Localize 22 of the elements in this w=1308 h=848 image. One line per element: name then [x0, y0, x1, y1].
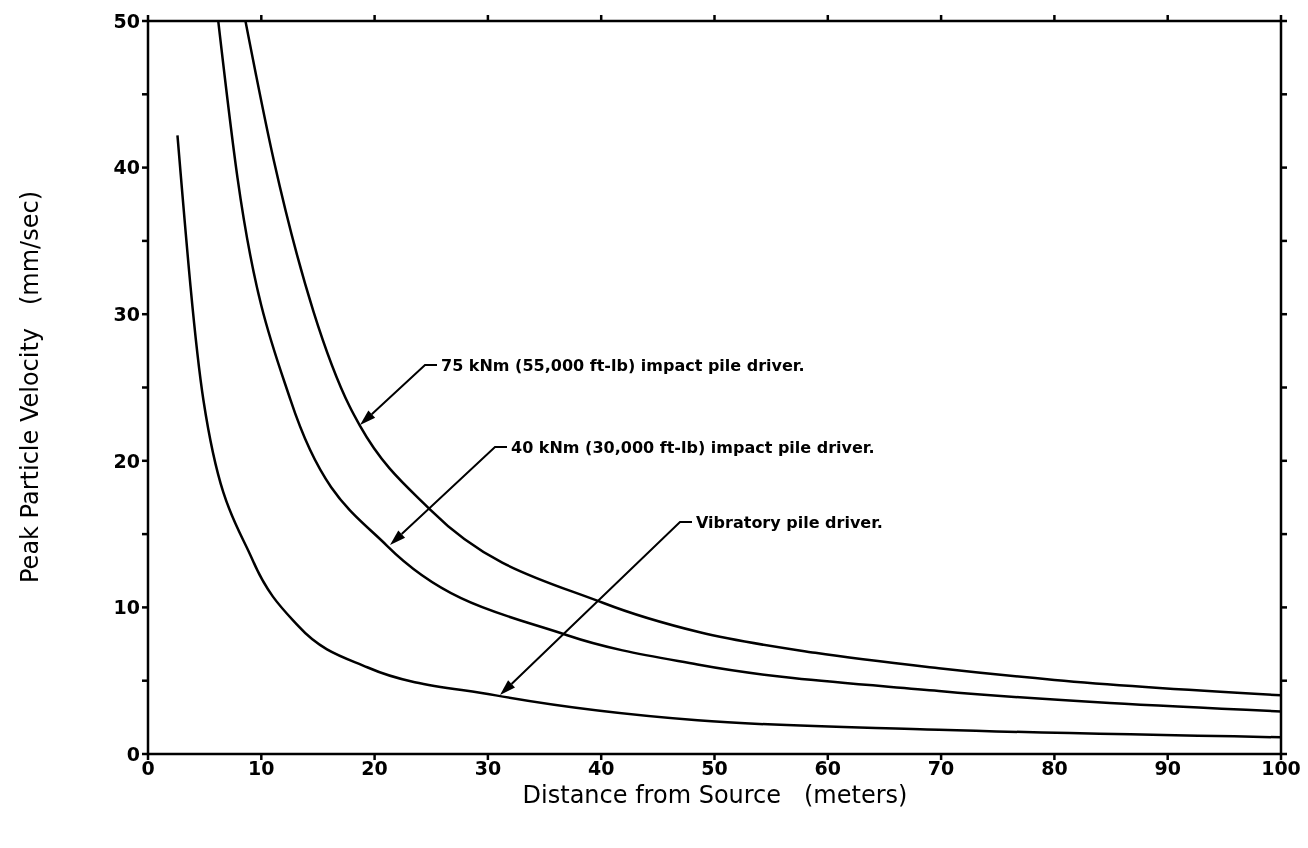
x-tick-label: 0	[141, 757, 155, 780]
x-tick-label: 70	[927, 757, 955, 780]
y-tick-label: 50	[113, 9, 140, 32]
x-tick-label: 100	[1261, 757, 1301, 780]
x-tick-label: 40	[587, 757, 615, 780]
x-tick-label: 10	[248, 757, 275, 780]
y-tick-label: 20	[113, 449, 140, 472]
x-tick-label: 60	[814, 757, 842, 780]
y-axis-title: Peak Particle Velocity (mm/sec)	[16, 191, 44, 583]
x-axis-title: Distance from Source (meters)	[522, 781, 908, 809]
x-tick-label: 90	[1154, 757, 1181, 780]
y-tick-label: 10	[113, 596, 140, 619]
annotation: Vibratory pile driver.	[696, 512, 883, 532]
annotation: 75 kNm (55,000 ft-lb) impact pile driver.	[441, 355, 805, 375]
y-tick-label: 30	[113, 302, 140, 325]
y-tick-label: 0	[126, 742, 140, 765]
y-tick-label: 40	[113, 156, 140, 179]
x-tick-label: 50	[701, 757, 728, 780]
x-tick-label: 30	[474, 757, 502, 780]
x-tick-label: 80	[1041, 757, 1068, 780]
x-tick-label: 20	[361, 757, 388, 780]
annotation: 40 kNm (30,000 ft-lb) impact pile driver.	[511, 437, 875, 457]
